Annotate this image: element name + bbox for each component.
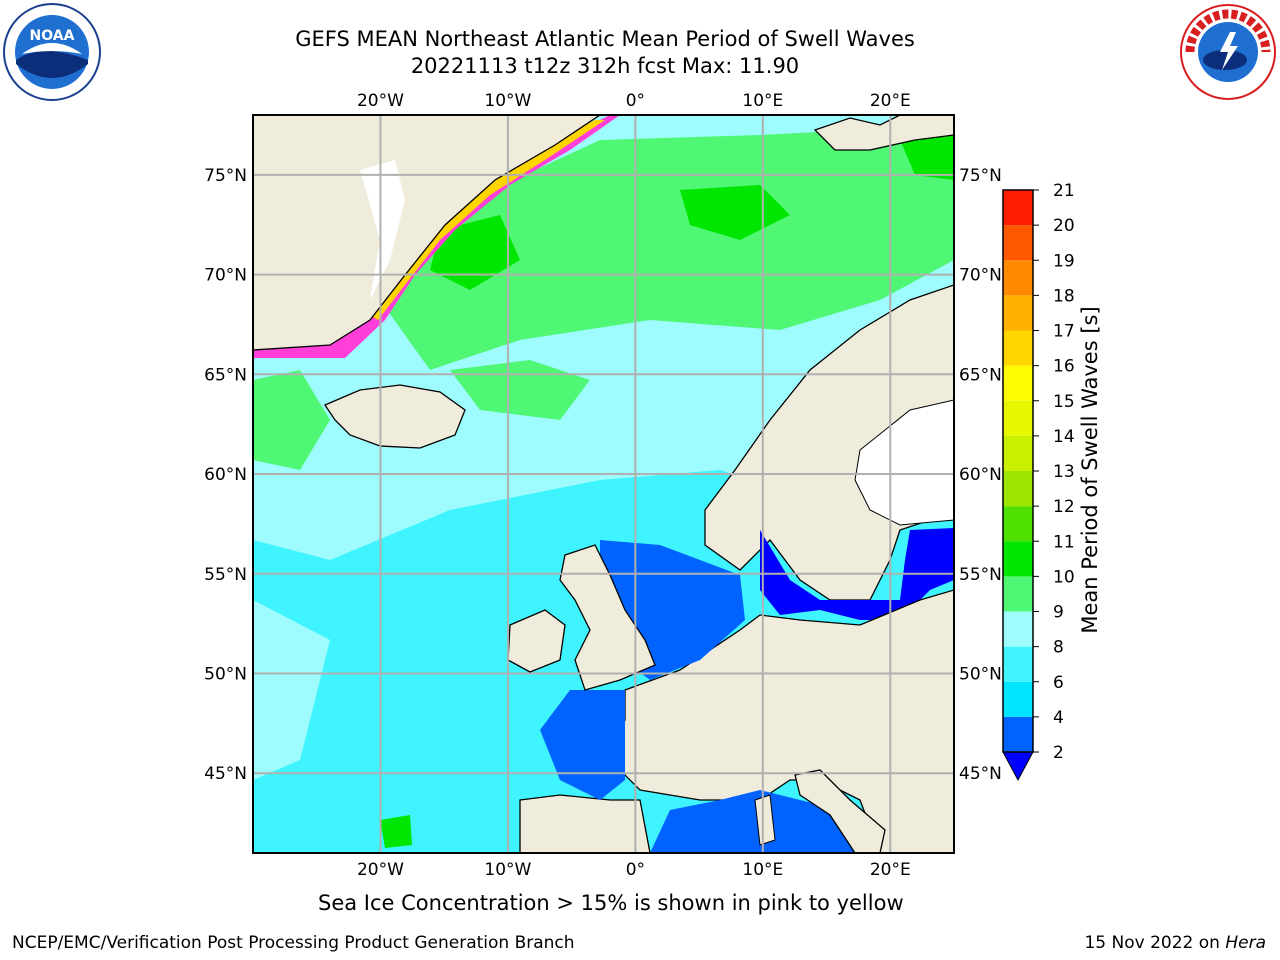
- lon-tick-label-top: 0°: [626, 91, 645, 111]
- lat-tick-label-right: 55°N: [959, 565, 1002, 585]
- colorbar-cell-7: [1003, 471, 1033, 507]
- lon-tick-label-top: 10°E: [742, 91, 783, 111]
- swell-band-10-11-a: [430, 215, 520, 290]
- footer-machine: Hera: [1225, 933, 1266, 953]
- colorbar-tick-label: 20: [1053, 216, 1075, 236]
- colorbar-tick-label: 6: [1053, 673, 1064, 693]
- colorbar-tick-label: 8: [1053, 638, 1064, 658]
- colorbar-cell-0: [1003, 716, 1033, 752]
- lon-tick-label-bottom: 10°E: [742, 860, 783, 880]
- map-gridlines: [253, 115, 954, 853]
- lon-tick-label-bottom: 10°W: [484, 860, 531, 880]
- lat-tick-label-left: 50°N: [204, 664, 247, 684]
- colorbar-cell-4: [1003, 576, 1033, 612]
- baltic-sea: [760, 528, 954, 620]
- lon-ticks-bottom: 20°W 10°W 0° 10°E 20°E: [357, 860, 911, 880]
- swell-band-10-11-d: [380, 815, 412, 848]
- nws-logo: [1178, 2, 1278, 102]
- colorbar-tick-label: 10: [1053, 567, 1075, 587]
- colorbar-cell-9: [1003, 400, 1033, 436]
- map-subtitle: 20221113 t12z 312h fcst Max: 11.90: [410, 54, 800, 78]
- lat-tick-label-right: 60°N: [959, 465, 1002, 485]
- colorbar-tick-label: 2: [1053, 743, 1064, 763]
- colorbar-cell-14: [1003, 225, 1033, 261]
- lat-tick-label-right: 45°N: [959, 764, 1002, 784]
- colorbar-tick-label: 16: [1053, 357, 1075, 377]
- colorbar-cell-5: [1003, 541, 1033, 577]
- land-europe: [609, 589, 954, 853]
- colorbar-tick-label: 11: [1053, 532, 1075, 552]
- colorbar-tick-label: 14: [1053, 427, 1075, 447]
- colorbar-cell-15: [1003, 190, 1033, 226]
- colorbar-cell-11: [1003, 330, 1033, 366]
- colorbar-tick-label: 21: [1053, 181, 1075, 201]
- lon-tick-label-bottom: 20°W: [357, 860, 404, 880]
- sea-ice-caption: Sea Ice Concentration > 15% is shown in …: [318, 891, 904, 915]
- lat-tick-label-left: 45°N: [204, 764, 247, 784]
- colorbar-label: Mean Period of Swell Waves [s]: [1078, 306, 1102, 633]
- lat-tick-label-right: 75°N: [959, 166, 1002, 186]
- lat-tick-label-right: 70°N: [959, 266, 1002, 286]
- map-frame: [252, 114, 955, 854]
- lat-tick-label-left: 65°N: [204, 365, 247, 385]
- swell-band-10-11-c: [900, 135, 954, 180]
- noaa-logo: NOAA: [2, 2, 102, 102]
- colorbar-tick-label: 19: [1053, 251, 1075, 271]
- lon-tick-label-top: 20°W: [357, 91, 404, 111]
- greenland-inland-ice: [360, 160, 405, 300]
- land-italy: [794, 769, 886, 853]
- lat-tick-label-right: 50°N: [959, 664, 1002, 684]
- lon-tick-label-bottom: 20°E: [870, 860, 911, 880]
- swell-band-8-9-west: [253, 600, 330, 780]
- lon-tick-label-bottom: 0°: [626, 860, 645, 880]
- colorbar-cell-12: [1003, 295, 1033, 331]
- lat-tick-label-left: 75°N: [204, 166, 247, 186]
- swell-band-9-10-west: [253, 370, 330, 470]
- lon-tick-label-top: 10°W: [484, 91, 531, 111]
- colorbar-cell-10: [1003, 365, 1033, 401]
- colorbar-tick-label: 9: [1053, 603, 1064, 623]
- swell-band-9-10: [380, 125, 954, 370]
- colorbar-tick-label: 15: [1053, 392, 1075, 412]
- noaa-logo-icon: NOAA: [3, 3, 101, 101]
- footer-date: 15 Nov 2022 on Hera: [1084, 933, 1266, 953]
- noaa-logo-text: NOAA: [30, 28, 75, 44]
- colorbar-cell-6: [1003, 506, 1033, 542]
- lat-tick-label-right: 65°N: [959, 365, 1002, 385]
- lat-tick-label-left: 70°N: [204, 266, 247, 286]
- land-greenland: [253, 115, 602, 351]
- colorbar-tick-label: 18: [1053, 286, 1075, 306]
- lon-tick-label-top: 20°E: [870, 91, 911, 111]
- land-finland-unshaded: [854, 399, 954, 526]
- nws-logo-icon: [1180, 4, 1276, 100]
- colorbar-cell-8: [1003, 435, 1033, 471]
- colorbar-cell-13: [1003, 260, 1033, 296]
- lat-ticks-right: 75°N 70°N 65°N 60°N 55°N 50°N 45°N: [959, 166, 1002, 784]
- colorbar-under-arrow: [1002, 751, 1034, 782]
- map-title: GEFS MEAN Northeast Atlantic Mean Period…: [295, 27, 915, 51]
- lat-tick-label-left: 55°N: [204, 565, 247, 585]
- land-iceland: [324, 384, 466, 449]
- colorbar-tick-label: 17: [1053, 322, 1075, 342]
- colorbar-cell-2: [1003, 646, 1033, 682]
- footer-branch: NCEP/EMC/Verification Post Processing Pr…: [12, 933, 575, 953]
- colorbar: 2 4 6 8 9 10 11 12 13 14 15 16 17 18 19 20 21 Mean Perio…: [1002, 181, 1102, 782]
- lat-tick-label-left: 60°N: [204, 465, 247, 485]
- colorbar-cell-1: [1003, 681, 1033, 717]
- lon-ticks-top: 20°W 10°W 0° 10°E 20°E: [357, 91, 911, 111]
- lat-ticks-left: 75°N 70°N 65°N 60°N 55°N 50°N 45°N: [204, 166, 247, 784]
- land-sardinia: [754, 794, 776, 846]
- colorbar-tick-label: 12: [1053, 497, 1075, 517]
- colorbar-tick-label: 4: [1053, 708, 1064, 728]
- land-svalbard: [813, 115, 954, 151]
- colorbar-tick-label: 13: [1053, 462, 1075, 482]
- footer-date-text: 15 Nov 2022 on: [1084, 933, 1226, 953]
- colorbar-cell-3: [1003, 611, 1033, 647]
- land-iberia: [519, 794, 651, 853]
- land-great-britain: [559, 544, 656, 691]
